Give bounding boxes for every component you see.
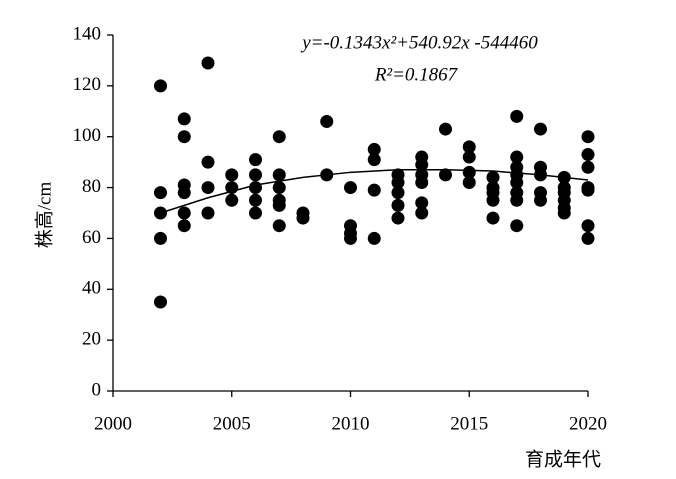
point bbox=[367, 231, 381, 245]
y-tick-label: 140 bbox=[73, 23, 102, 44]
point bbox=[510, 219, 524, 233]
trendline bbox=[160, 169, 589, 214]
point bbox=[557, 206, 571, 220]
x-tick-label: 2020 bbox=[569, 413, 607, 434]
point bbox=[344, 231, 357, 245]
point bbox=[581, 231, 595, 245]
y-tick-label: 100 bbox=[73, 125, 102, 146]
y-tick-label: 40 bbox=[82, 278, 101, 299]
point bbox=[272, 198, 286, 212]
point bbox=[272, 219, 286, 233]
point bbox=[415, 175, 429, 189]
y-tick-label: 0 bbox=[92, 379, 102, 400]
point bbox=[272, 168, 286, 182]
point bbox=[510, 109, 524, 123]
point bbox=[462, 175, 476, 189]
point bbox=[510, 193, 524, 207]
point bbox=[367, 153, 381, 167]
point bbox=[177, 130, 191, 144]
point bbox=[320, 114, 334, 128]
point bbox=[225, 168, 239, 182]
point bbox=[439, 168, 452, 182]
point bbox=[272, 181, 286, 195]
point bbox=[272, 130, 286, 144]
point bbox=[391, 211, 405, 225]
point bbox=[154, 186, 167, 200]
point bbox=[201, 206, 215, 220]
point bbox=[177, 219, 191, 233]
equation: y=-0.1343x²+540.92x -544460 bbox=[300, 32, 538, 53]
point bbox=[249, 206, 262, 220]
point bbox=[486, 211, 500, 225]
point bbox=[177, 206, 191, 220]
point bbox=[391, 175, 405, 189]
point bbox=[415, 196, 429, 210]
point bbox=[225, 193, 239, 207]
point bbox=[367, 142, 381, 156]
point bbox=[510, 150, 524, 164]
point bbox=[344, 181, 357, 195]
y-axis-label: 株高/cm bbox=[33, 182, 55, 249]
point bbox=[296, 211, 310, 225]
point bbox=[249, 168, 262, 182]
point bbox=[201, 181, 215, 195]
point bbox=[249, 193, 262, 207]
point bbox=[177, 112, 191, 126]
point bbox=[439, 122, 452, 136]
point bbox=[391, 186, 405, 200]
point bbox=[581, 148, 595, 162]
y-tick-label: 80 bbox=[82, 176, 101, 197]
point bbox=[391, 198, 405, 212]
x-tick-label: 2010 bbox=[332, 413, 370, 434]
point bbox=[154, 231, 167, 245]
point bbox=[177, 186, 191, 200]
point bbox=[486, 193, 500, 207]
point bbox=[581, 183, 595, 197]
point bbox=[534, 122, 547, 136]
y-tick-label: 60 bbox=[82, 227, 101, 248]
point bbox=[581, 160, 595, 174]
point bbox=[581, 130, 595, 144]
x-tick-label: 2005 bbox=[213, 413, 251, 434]
point bbox=[249, 153, 262, 167]
point bbox=[249, 181, 262, 195]
point bbox=[154, 79, 167, 93]
point bbox=[201, 56, 215, 70]
point bbox=[510, 175, 524, 189]
point bbox=[462, 165, 476, 179]
point bbox=[486, 170, 500, 184]
point bbox=[367, 183, 381, 197]
point bbox=[201, 155, 215, 169]
x-axis-label: 育成年代 bbox=[525, 448, 601, 470]
point bbox=[581, 219, 595, 233]
y-tick-label: 20 bbox=[82, 329, 101, 350]
point bbox=[462, 140, 476, 154]
point bbox=[415, 158, 429, 172]
r-squared: R²=0.1867 bbox=[374, 64, 459, 85]
point bbox=[534, 193, 547, 207]
x-tick-label: 2000 bbox=[94, 413, 132, 434]
y-tick-label: 120 bbox=[73, 74, 102, 95]
point bbox=[154, 295, 167, 309]
point bbox=[415, 206, 429, 220]
point bbox=[462, 150, 476, 164]
x-tick-label: 2015 bbox=[450, 413, 488, 434]
